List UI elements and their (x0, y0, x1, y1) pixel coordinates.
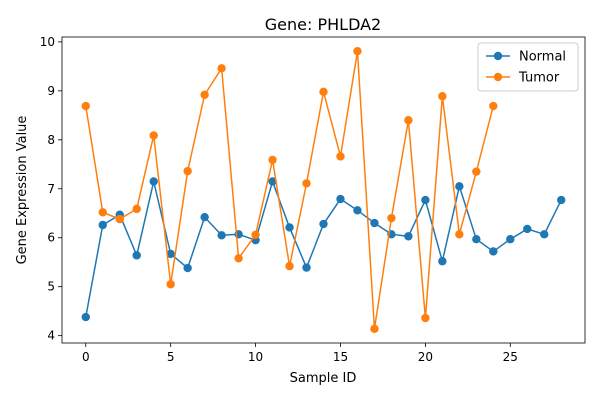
data-point-normal (404, 232, 413, 241)
data-point-tumor (251, 230, 260, 239)
y-tick-label: 4 (47, 329, 55, 343)
data-point-tumor (455, 230, 464, 239)
data-point-normal (268, 177, 277, 186)
y-axis-label: Gene Expression Value (15, 116, 30, 265)
data-point-normal (302, 263, 311, 272)
data-point-normal (472, 235, 481, 244)
data-point-tumor (200, 90, 209, 99)
x-tick-label: 20 (418, 350, 433, 364)
data-point-normal (353, 206, 362, 215)
data-point-tumor (404, 116, 413, 125)
axis-ticks: 0 5 10 15 20 25 4 5 6 7 8 9 10 (40, 35, 518, 364)
data-point-normal (319, 219, 328, 229)
y-tick-label: 7 (47, 182, 55, 196)
data-point-normal (336, 194, 345, 204)
series-line-tumor (85, 51, 495, 329)
data-point-tumor (336, 152, 345, 161)
data-point-tumor (387, 213, 396, 223)
data-point-normal (370, 218, 379, 228)
data-point-normal (557, 195, 566, 205)
data-point-tumor (353, 46, 362, 56)
data-point-normal (217, 231, 226, 240)
y-tick-label: 9 (47, 84, 55, 98)
data-point-tumor (285, 261, 294, 271)
legend: Normal Tumor (477, 42, 579, 92)
data-point-tumor (166, 280, 175, 289)
data-point-normal (200, 212, 209, 222)
legend-box (477, 42, 579, 92)
data-point-tumor (115, 214, 124, 224)
x-tick-label: 5 (167, 350, 175, 364)
data-point-tumor (319, 87, 328, 97)
data-point-normal (98, 220, 107, 230)
data-point-normal (489, 247, 498, 256)
y-tick-label: 6 (47, 231, 55, 245)
y-tick-label: 5 (47, 280, 55, 294)
legend-label-normal: Normal (519, 50, 566, 65)
data-point-normal (421, 195, 430, 205)
data-point-normal (183, 263, 192, 273)
data-point-normal (149, 177, 158, 186)
x-tick-label: 10 (248, 350, 263, 364)
data-point-tumor (302, 179, 311, 188)
data-point-tumor (472, 167, 481, 176)
data-point-tumor (81, 101, 90, 111)
legend-marker-tumor (493, 72, 503, 82)
data-point-normal (81, 312, 90, 322)
data-point-normal (455, 182, 464, 191)
x-tick-label: 0 (82, 350, 90, 364)
data-point-tumor (370, 324, 379, 334)
data-point-normal (540, 230, 549, 239)
data-point-tumor (489, 101, 498, 111)
legend-label-tumor: Tumor (518, 71, 560, 86)
data-point-normal (506, 235, 515, 244)
data-point-tumor (183, 166, 192, 176)
y-tick-label: 8 (47, 133, 55, 147)
x-axis-label: Sample ID (290, 371, 357, 386)
data-point-tumor (268, 155, 277, 165)
x-tick-label: 15 (333, 350, 348, 364)
data-point-tumor (149, 131, 158, 140)
data-point-normal (132, 251, 141, 260)
data-point-tumor (234, 254, 243, 263)
data-point-normal (523, 224, 532, 234)
data-point-tumor (98, 208, 107, 217)
y-tick-label: 10 (40, 35, 55, 49)
legend-marker-normal (493, 51, 503, 61)
axes-frame (61, 36, 586, 344)
data-point-tumor (217, 64, 226, 73)
x-tick-label: 25 (503, 350, 518, 364)
data-point-normal (438, 257, 447, 266)
plot-area (81, 46, 566, 334)
data-point-tumor (421, 313, 430, 323)
data-point-normal (166, 249, 175, 259)
data-point-normal (285, 223, 294, 232)
data-point-tumor (132, 204, 141, 214)
chart-title: Gene: PHLDA2 (265, 15, 381, 34)
data-point-tumor (438, 92, 447, 101)
